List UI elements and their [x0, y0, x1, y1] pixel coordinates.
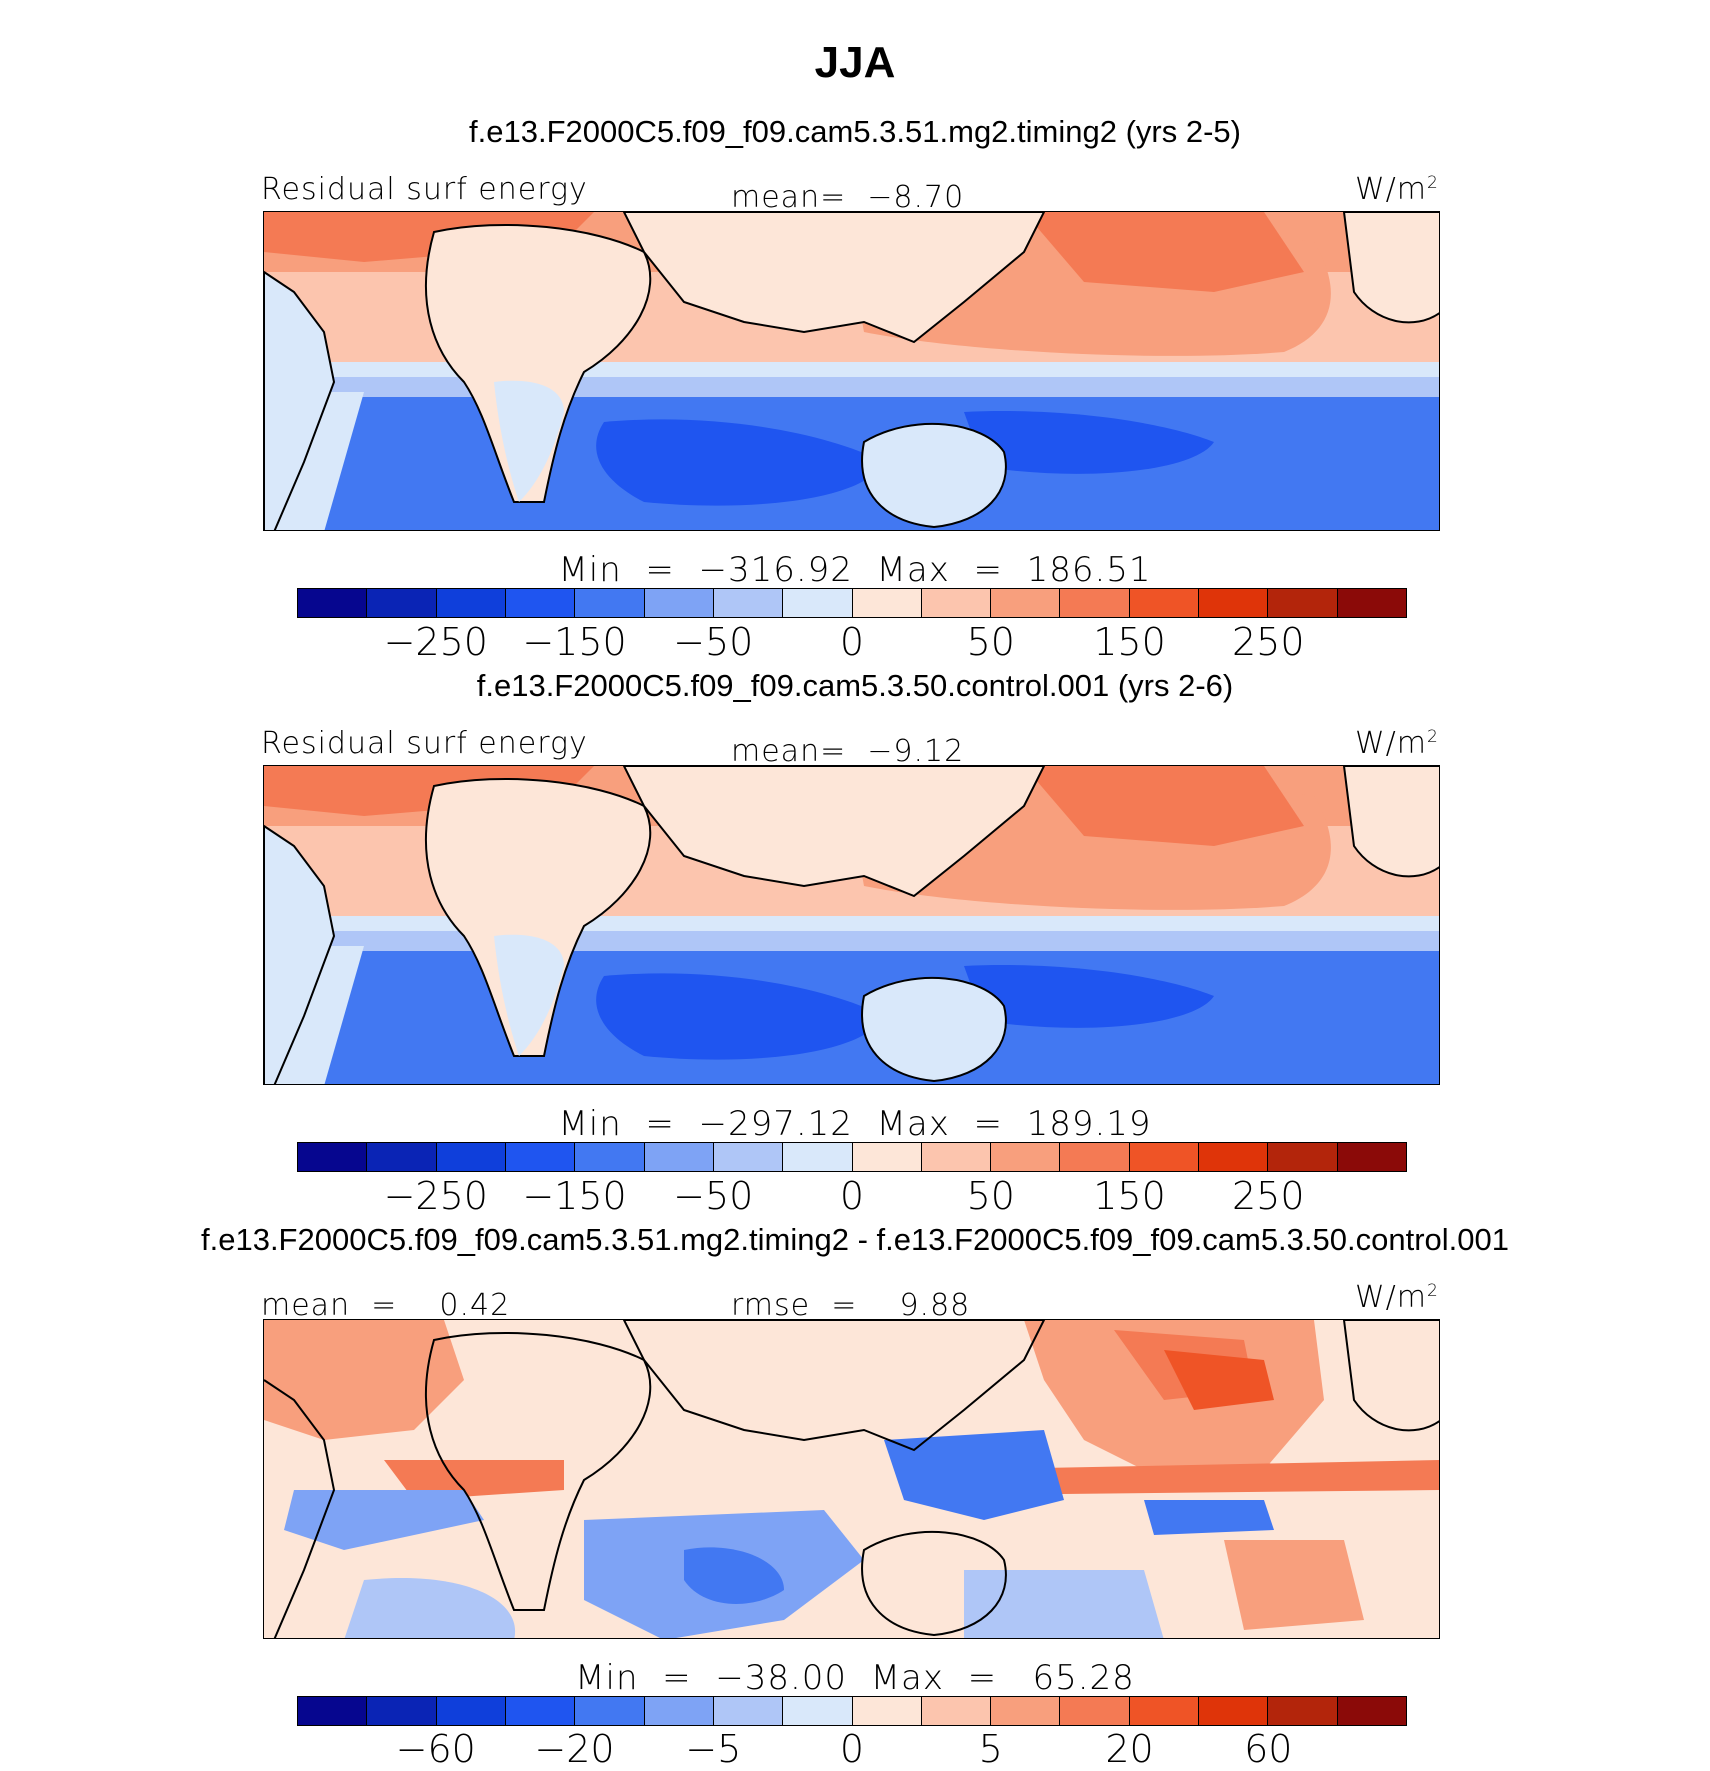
colorbar-tick-label: 0 [839, 1174, 865, 1218]
colorbar-swatch [1129, 589, 1200, 617]
panel-1-mean-label: mean= −8.70 [731, 180, 965, 215]
colorbar-swatch [1129, 1697, 1200, 1725]
panel-2-units: W/m2 [1355, 726, 1439, 761]
colorbar-tick-label: 0 [839, 620, 865, 664]
colorbar-tick-label: 50 [966, 620, 1015, 664]
panel-1-colorbar [297, 588, 1407, 618]
colorbar-swatch [575, 1697, 645, 1725]
colorbar-swatch [783, 1143, 853, 1171]
colorbar-swatch [921, 1143, 992, 1171]
colorbar-swatch [1199, 1143, 1269, 1171]
colorbar-swatch [991, 589, 1061, 617]
colorbar-swatch [298, 589, 368, 617]
colorbar-tick-label: −60 [395, 1727, 476, 1771]
panel-2-colorbar [297, 1142, 1407, 1172]
colorbar-swatch [852, 589, 922, 617]
colorbar-swatch [505, 1697, 576, 1725]
colorbar-swatch [713, 1143, 784, 1171]
colorbar-swatch [852, 1143, 922, 1171]
panel-1-field-label: Residual surf energy [261, 172, 588, 207]
panel-1-contour-map [264, 212, 1439, 530]
colorbar-tick-label: 0 [839, 1727, 865, 1771]
colorbar-tick-label: 5 [978, 1727, 1003, 1771]
panel-3-colorbar [297, 1696, 1407, 1726]
colorbar-tick-label: −50 [673, 1174, 754, 1218]
colorbar-swatch [367, 589, 437, 617]
colorbar-tick-label: −150 [522, 620, 627, 664]
colorbar-swatch [1268, 1697, 1338, 1725]
colorbar-swatch [436, 1143, 506, 1171]
colorbar-swatch [644, 1143, 714, 1171]
panel-3-contour-map [264, 1320, 1439, 1638]
panel-2-colorbar-ticks: −250 −150 −50 0 50 150 250 [297, 1174, 1407, 1218]
colorbar-swatch [1337, 1143, 1406, 1171]
colorbar-swatch [1268, 589, 1338, 617]
colorbar-swatch [991, 1697, 1061, 1725]
colorbar-swatch [298, 1697, 368, 1725]
panel-2-case-title: f.e13.F2000C5.f09_f09.cam5.3.50.control.… [476, 668, 1234, 703]
panel-1-colorbar-ticks: −250 −150 −50 0 50 150 250 [297, 620, 1407, 664]
colorbar-swatch [436, 589, 506, 617]
colorbar-tick-label: 50 [966, 1174, 1015, 1218]
colorbar-swatch [1060, 1143, 1130, 1171]
panel-3-colorbar-ticks: −60 −20 −5 0 5 20 60 [297, 1727, 1407, 1771]
panel-1-min-max: Min = −316.92 Max = 186.51 [558, 550, 1152, 590]
panel-2-contour-map [264, 766, 1439, 1084]
colorbar-swatch [852, 1697, 922, 1725]
colorbar-tick-label: 150 [1093, 620, 1166, 664]
colorbar-tick-label: −50 [673, 620, 754, 664]
panel-3-case-title: f.e13.F2000C5.f09_f09.cam5.3.51.mg2.timi… [201, 1222, 1509, 1257]
colorbar-swatch [1129, 1143, 1200, 1171]
colorbar-swatch [644, 589, 714, 617]
colorbar-swatch [505, 1143, 576, 1171]
colorbar-swatch [1268, 1143, 1338, 1171]
colorbar-swatch [1060, 589, 1130, 617]
colorbar-swatch [1199, 1697, 1269, 1725]
panel-2-min-max: Min = −297.12 Max = 189.19 [558, 1104, 1152, 1144]
colorbar-tick-label: −150 [522, 1174, 627, 1218]
colorbar-swatch [713, 1697, 784, 1725]
panel-1-map [263, 211, 1440, 531]
panel-3-min-max: Min = −38.00 Max = 65.28 [575, 1658, 1135, 1698]
colorbar-swatch [921, 1697, 992, 1725]
panel-3-units: W/m2 [1355, 1280, 1439, 1315]
colorbar-tick-label: −250 [383, 620, 488, 664]
colorbar-swatch [1337, 589, 1406, 617]
panel-2-map [263, 765, 1440, 1085]
colorbar-swatch [1337, 1697, 1406, 1725]
colorbar-tick-label: 250 [1231, 1174, 1305, 1218]
colorbar-swatch [783, 589, 853, 617]
colorbar-tick-label: −5 [685, 1727, 742, 1771]
colorbar-swatch [1199, 589, 1269, 617]
panel-3-rmse-label: rmse = 9.88 [731, 1288, 971, 1323]
colorbar-swatch [505, 589, 576, 617]
panel-2-field-label: Residual surf energy [261, 726, 588, 761]
colorbar-tick-label: 20 [1105, 1727, 1154, 1771]
colorbar-swatch [921, 589, 992, 617]
colorbar-swatch [436, 1697, 506, 1725]
colorbar-tick-label: 150 [1093, 1174, 1166, 1218]
panel-3-map [263, 1319, 1440, 1639]
colorbar-swatch [367, 1143, 437, 1171]
colorbar-swatch [713, 589, 784, 617]
panel-2-mean-label: mean= −9.12 [731, 734, 965, 769]
colorbar-swatch [991, 1143, 1061, 1171]
colorbar-tick-label: −250 [383, 1174, 488, 1218]
panel-1-case-title: f.e13.F2000C5.f09_f09.cam5.3.51.mg2.timi… [469, 114, 1241, 149]
colorbar-swatch [1060, 1697, 1130, 1725]
colorbar-swatch [367, 1697, 437, 1725]
panel-3-mean-label: mean = 0.42 [261, 1288, 511, 1323]
panel-1-units: W/m2 [1355, 172, 1439, 207]
colorbar-tick-label: −20 [534, 1727, 615, 1771]
colorbar-tick-label: 60 [1244, 1727, 1293, 1771]
colorbar-tick-label: 250 [1231, 620, 1305, 664]
figure-title: JJA [814, 38, 896, 87]
colorbar-swatch [575, 1143, 645, 1171]
colorbar-swatch [575, 589, 645, 617]
colorbar-swatch [783, 1697, 853, 1725]
colorbar-swatch [298, 1143, 368, 1171]
colorbar-swatch [644, 1697, 714, 1725]
